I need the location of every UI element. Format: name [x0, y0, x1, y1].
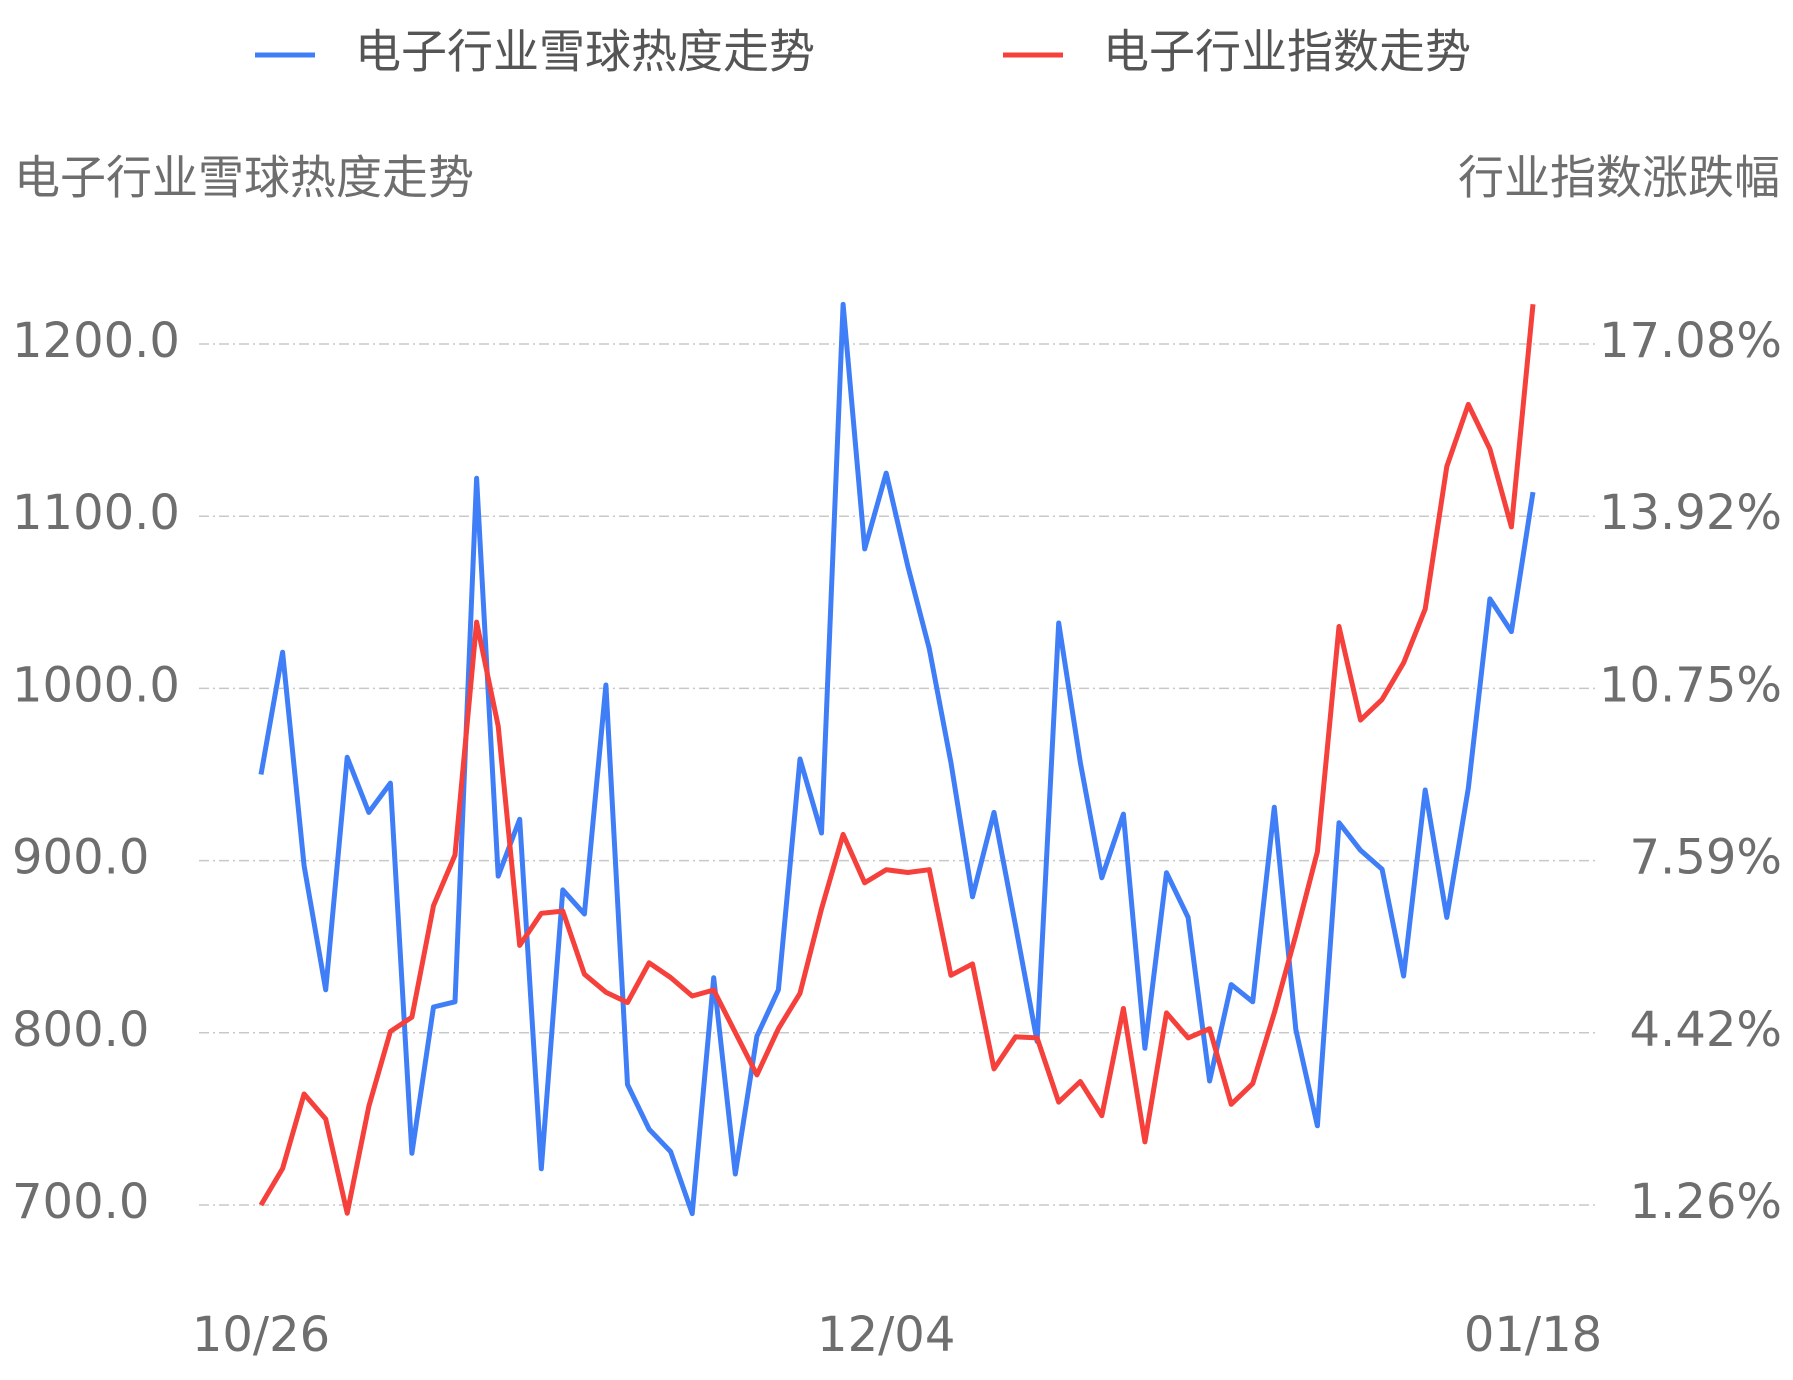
y2-tick-label: 13.92% [1599, 485, 1782, 541]
series-line [258, 304, 1536, 1216]
y-tick-label: 800.0 [12, 1002, 149, 1058]
y2-tick-label: 1.26% [1630, 1174, 1782, 1230]
y2-tick-label: 10.75% [1599, 658, 1782, 714]
legend-label: 电子行业雪球热度走势 [355, 25, 815, 79]
y2-tick-label: 17.08% [1599, 313, 1782, 369]
y-tick-label: 700.0 [12, 1174, 149, 1230]
y-tick-label: 1200.0 [12, 313, 180, 369]
x-tick-label: 10/26 [192, 1307, 330, 1363]
y-tick-label: 1100.0 [12, 485, 180, 541]
legend-label: 电子行业指数走势 [1103, 25, 1471, 79]
y-axis-title: 电子行业雪球热度走势 [14, 151, 474, 205]
y-tick-label: 900.0 [12, 830, 149, 886]
x-tick-label: 12/04 [817, 1307, 955, 1363]
y-tick-label: 1000.0 [12, 657, 180, 713]
x-tick-label: 01/18 [1464, 1307, 1602, 1363]
y2-tick-label: 4.42% [1630, 1002, 1782, 1058]
y2-axis-title: 行业指数涨跌幅 [1458, 151, 1780, 205]
y2-tick-label: 7.59% [1630, 829, 1782, 885]
series-line [258, 301, 1536, 1217]
